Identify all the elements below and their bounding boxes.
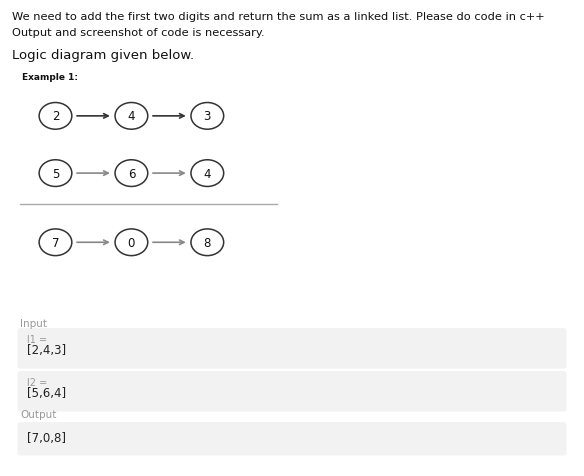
Text: Logic diagram given below.: Logic diagram given below.	[12, 49, 194, 61]
Text: Example 1:: Example 1:	[22, 72, 78, 81]
Text: [5,6,4]: [5,6,4]	[27, 386, 67, 399]
Text: 4: 4	[204, 167, 211, 180]
Text: Input: Input	[20, 318, 47, 328]
Text: 4: 4	[128, 110, 135, 123]
Text: 7: 7	[52, 236, 59, 249]
Text: 2: 2	[52, 110, 59, 123]
FancyBboxPatch shape	[18, 422, 566, 456]
Text: Output and screenshot of code is necessary.: Output and screenshot of code is necessa…	[12, 28, 265, 38]
Text: 5: 5	[52, 167, 59, 180]
Text: We need to add the first two digits and return the sum as a linked list. Please : We need to add the first two digits and …	[12, 12, 544, 22]
Text: [7,0,8]: [7,0,8]	[27, 431, 67, 444]
Text: [2,4,3]: [2,4,3]	[27, 343, 67, 356]
Text: 6: 6	[128, 167, 135, 180]
Text: l2 =: l2 =	[27, 377, 48, 387]
Text: 0: 0	[128, 236, 135, 249]
FancyBboxPatch shape	[18, 371, 566, 412]
Text: l1 =: l1 =	[27, 335, 47, 345]
Text: 8: 8	[204, 236, 211, 249]
FancyBboxPatch shape	[18, 328, 566, 369]
Text: Output: Output	[20, 409, 57, 419]
Text: 3: 3	[204, 110, 211, 123]
